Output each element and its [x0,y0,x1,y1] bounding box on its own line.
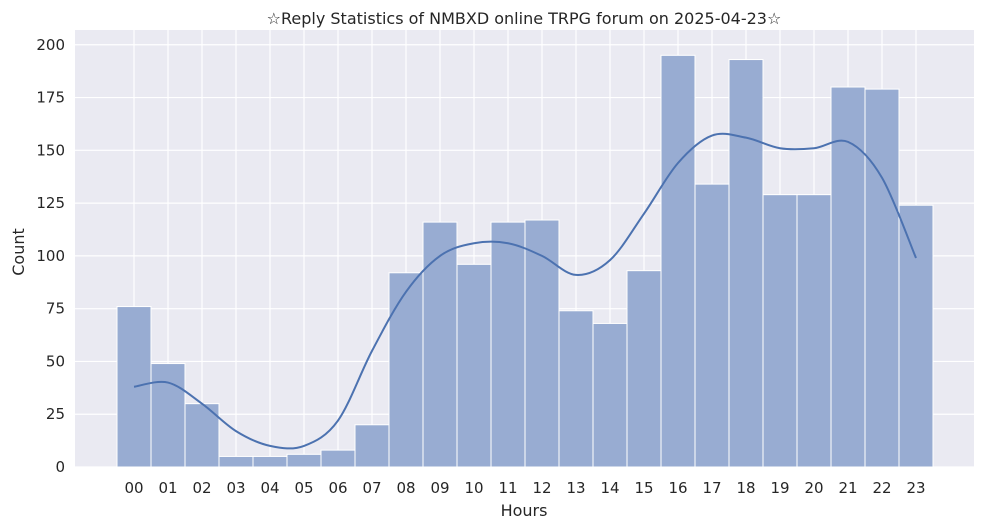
x-tick-label: 18 [736,479,755,497]
x-tick-label: 01 [158,479,177,497]
histogram-bar-02 [184,403,220,468]
chart-title: ☆Reply Statistics of NMBXD online TRPG f… [267,9,782,28]
x-tick-label: 17 [702,479,721,497]
histogram-bar-17 [694,183,730,468]
y-tick-label: 175 [36,89,65,107]
y-tick-label: 125 [36,194,65,212]
y-tick-label: 150 [36,141,65,159]
histogram-bar-06 [320,449,356,468]
x-tick-label: 21 [838,479,857,497]
histogram-bar-11 [490,221,526,468]
x-tick-label: 13 [566,479,585,497]
x-tick-label: 15 [634,479,653,497]
y-tick-label: 100 [36,247,65,265]
y-tick-label: 50 [46,352,65,370]
histogram-bar-07 [354,424,390,468]
histogram-bar-01 [150,363,186,468]
histogram-bar-19 [762,194,798,468]
x-tick-label: 09 [430,479,449,497]
x-tick-label: 06 [328,479,347,497]
bars [116,54,934,468]
histogram-bar-12 [524,219,560,468]
x-tick-label: 08 [396,479,415,497]
y-axis-label: Count [9,228,28,276]
x-tick-label: 02 [192,479,211,497]
histogram-bar-22 [864,88,900,468]
x-tick-label: 12 [532,479,551,497]
histogram-bar-03 [218,455,254,468]
histogram-bar-09 [422,221,458,468]
x-tick-label: 23 [906,479,925,497]
histogram-bar-14 [592,322,628,468]
x-tick-label: 00 [124,479,143,497]
histogram-bar-15 [626,270,662,468]
histogram-bar-13 [558,310,594,468]
histogram-bar-04 [252,455,288,468]
x-tick-label: 10 [464,479,483,497]
y-tick-labels: 0 25 50 75 100 125 150 175 200 [36,36,65,476]
x-tick-label: 11 [498,479,517,497]
y-tick-label: 75 [46,300,65,318]
x-tick-label: 03 [226,479,245,497]
x-tick-labels: 00 01 02 03 04 05 06 07 08 09 10 11 12 13 14 15 16 17 18 19… [124,479,925,497]
x-tick-label: 05 [294,479,313,497]
histogram-bar-08 [388,272,424,468]
x-tick-label: 20 [804,479,823,497]
x-tick-label: 04 [260,479,279,497]
x-tick-label: 22 [872,479,891,497]
histogram-bar-05 [286,453,322,468]
y-tick-label: 0 [55,458,65,476]
histogram-bar-21 [830,86,866,468]
x-tick-label: 19 [770,479,789,497]
histogram-bar-18 [728,59,764,468]
x-tick-label: 07 [362,479,381,497]
y-tick-label: 200 [36,36,65,54]
x-tick-label: 14 [600,479,619,497]
histogram-bar-23 [898,204,934,468]
y-tick-label: 25 [46,405,65,423]
kde-line [133,132,917,450]
histogram-bar-16 [660,54,696,468]
histogram-bar-20 [796,194,832,468]
histogram-bar-10 [456,263,492,468]
x-tick-label: 16 [668,479,687,497]
x-axis-label: Hours [501,501,548,520]
